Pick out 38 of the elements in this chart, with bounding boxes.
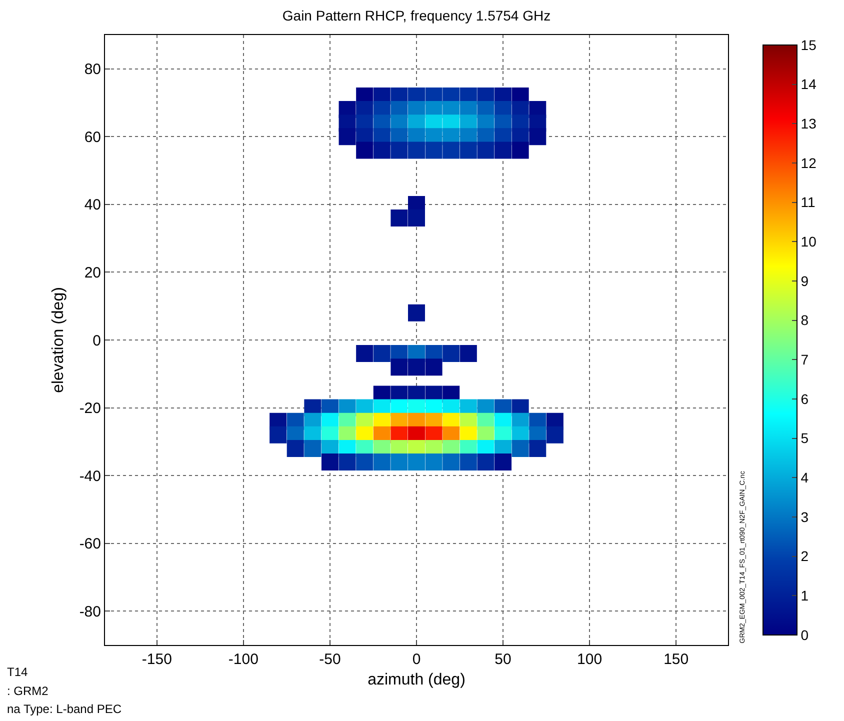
x-tick-label: 150 (664, 651, 689, 668)
y-tick-label: 80 (84, 61, 101, 78)
chart-title: Gain Pattern RHCP, frequency 1.5754 GHz (282, 8, 551, 24)
y-tick-label: -20 (79, 400, 101, 418)
y-tick-label: 20 (84, 264, 101, 282)
text: T14 (7, 665, 28, 679)
color-bar-label: 3 (800, 508, 809, 525)
color-bar-label: 0 (800, 626, 809, 643)
color-bar-label: 6 (800, 390, 809, 407)
text: na Type: L-band PEC (7, 702, 122, 716)
color-bar-label: 4 (800, 470, 809, 486)
x-tick-label: -100 (228, 651, 258, 668)
color-bar-label: 5 (800, 430, 809, 446)
x-tick-label: 100 (577, 651, 602, 668)
color-bar-label: 2 (800, 548, 809, 564)
color-bar-label: 1 (800, 588, 809, 604)
color-bar-label: 10 (800, 234, 817, 250)
y-tick-label: 40 (84, 196, 101, 214)
y-tick-label: 0 (92, 332, 101, 350)
color-bar-label: 9 (800, 272, 809, 289)
y-tick-label: -40 (79, 468, 101, 485)
x-tick-label: -50 (319, 651, 341, 668)
x-tick-label: 0 (412, 651, 421, 668)
text: : GRM2 (7, 684, 49, 698)
color-bar-label: 14 (800, 76, 817, 92)
color-bar-label: 13 (800, 116, 817, 132)
color-bar-label: 7 (800, 352, 809, 368)
x-tick-label: -150 (142, 651, 172, 668)
y-tick-label: -60 (79, 536, 101, 553)
x-tick-label: 50 (494, 651, 512, 668)
x-axis-title: azimuth (deg) (368, 672, 466, 689)
color-bar-label: 11 (800, 194, 816, 210)
y-tick-label: -80 (79, 603, 101, 620)
y-axis-title: elevation (deg) (50, 287, 67, 393)
color-bar-label: 15 (800, 36, 817, 53)
color-bar-label: 12 (800, 154, 817, 171)
color-bar-label: 8 (800, 312, 809, 328)
y-tick-label: 60 (84, 128, 101, 146)
